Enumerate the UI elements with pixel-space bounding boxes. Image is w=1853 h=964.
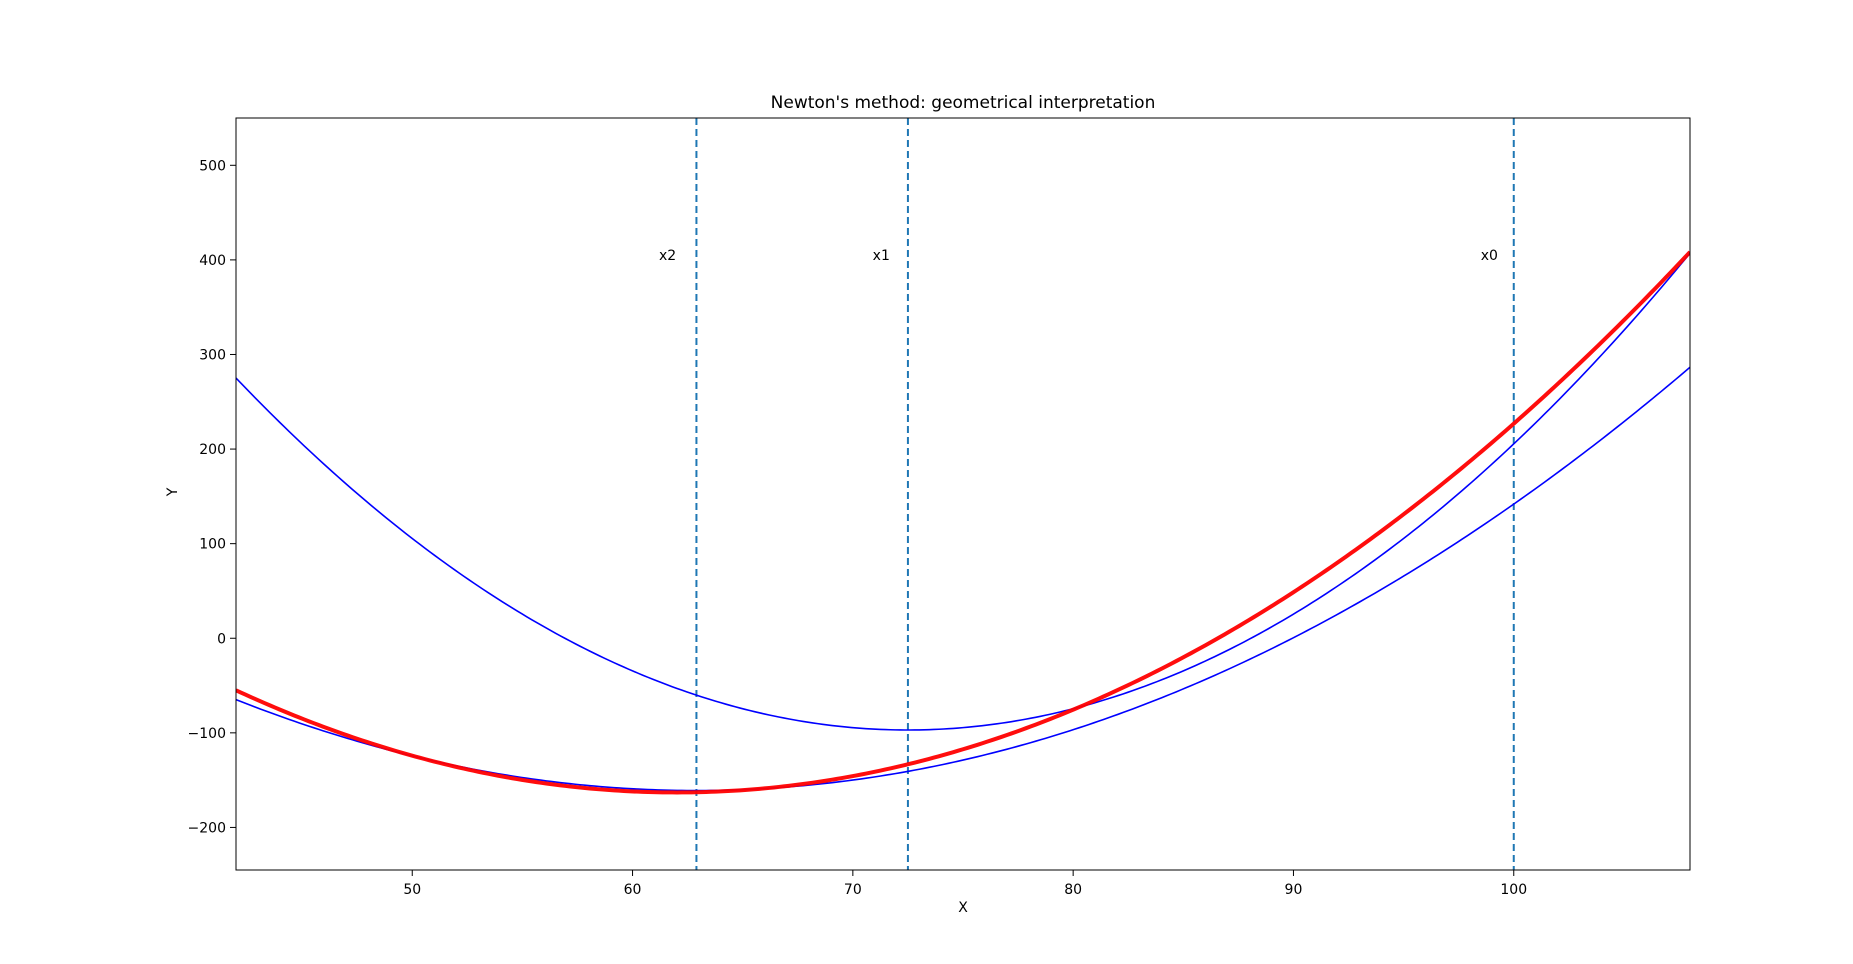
axes-frame	[235, 117, 1691, 871]
x-tick-label: 100	[1500, 882, 1527, 898]
y-tick-label: −200	[188, 820, 226, 836]
y-tick-label: 300	[199, 347, 226, 363]
x-tick-label: 80	[1064, 882, 1082, 898]
y-tick-label: 0	[217, 631, 226, 647]
plot-area	[236, 118, 1690, 870]
chart-title: Newton's method: geometrical interpretat…	[771, 93, 1156, 113]
y-axis-ticks: −200 −100 0 100 200 300 400 500	[188, 158, 236, 836]
x-axis-ticks: 50 60 70 80 90 100	[403, 870, 1527, 898]
annotation-x1: x1	[873, 248, 890, 264]
x-tick-label: 90	[1285, 882, 1303, 898]
y-tick-label: 100	[199, 537, 226, 553]
y-axis-label: Y	[165, 487, 181, 497]
tangent-curve-1	[236, 252, 1690, 731]
y-tick-label: 200	[199, 442, 226, 458]
y-tick-label: −100	[188, 726, 226, 742]
function-curve	[236, 250, 1690, 795]
y-tick-label: 500	[199, 158, 226, 174]
annotation-x0: x0	[1481, 248, 1498, 264]
x-tick-label: 60	[624, 882, 642, 898]
x-tick-label: 70	[844, 882, 862, 898]
x-tick-label: 50	[403, 882, 421, 898]
x-axis-label: X	[958, 900, 968, 916]
y-tick-label: 400	[199, 253, 226, 269]
annotation-x2: x2	[659, 248, 676, 264]
